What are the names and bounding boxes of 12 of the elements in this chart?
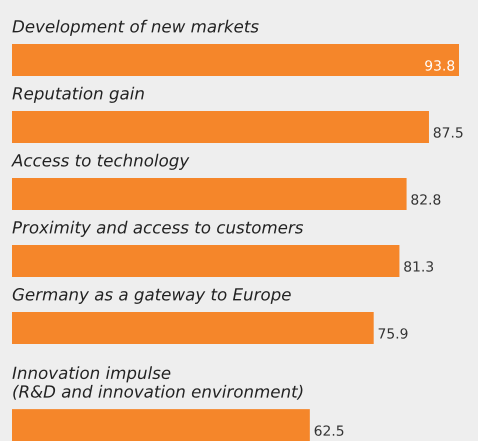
data-label: 81.3 (404, 261, 434, 272)
y-tick-label: Innovation impulse (R&D and innovation environment) (12, 366, 302, 400)
data-label: 62.5 (314, 425, 344, 436)
y-tick-label: Access to technology (11, 154, 190, 170)
y-tick-label: Proximity and access to customers (12, 220, 304, 237)
data-label: 82.8 (411, 194, 440, 205)
data-label: 75.9 (378, 328, 408, 339)
data-label: 93.8 (425, 60, 454, 71)
y-tick-label: Germany as a gateway to Europe (12, 288, 291, 304)
y-tick-label: Reputation gain (12, 86, 144, 103)
data-label: 87.5 (434, 127, 462, 138)
y-tick-label: Development of new markets (12, 20, 259, 36)
